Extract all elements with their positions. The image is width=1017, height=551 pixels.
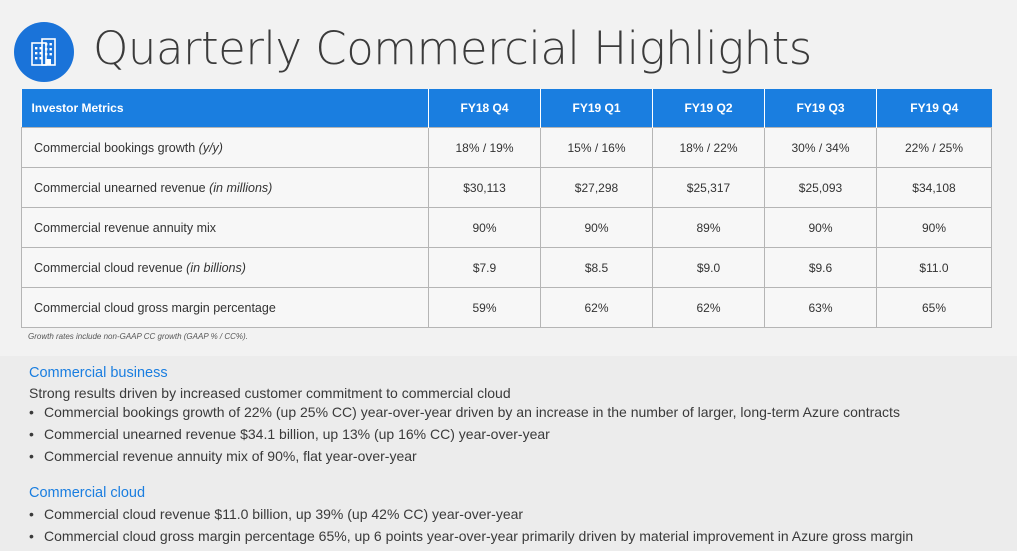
bullet-item: Commercial revenue annuity mix of 90%, f… — [29, 445, 900, 467]
column-header-fy19-q2: FY19 Q2 — [652, 89, 765, 128]
row-label: Commercial cloud revenue (in billions) — [21, 247, 429, 288]
bullet-list: Commercial cloud revenue $11.0 billion, … — [29, 503, 913, 547]
column-header-fy19-q4: FY19 Q4 — [876, 89, 992, 128]
section-heading: Commercial business — [29, 365, 168, 381]
row-label: Commercial unearned revenue (in millions… — [21, 167, 429, 208]
table-cell: 18% / 19% — [428, 127, 541, 168]
footnote: Growth rates include non-GAAP CC growth … — [28, 332, 248, 341]
table-row: Commercial unearned revenue (in millions… — [21, 167, 992, 208]
table-header-row: Investor Metrics FY18 Q4 FY19 Q1 FY19 Q2… — [21, 89, 992, 128]
bullet-item: Commercial unearned revenue $34.1 billio… — [29, 423, 900, 445]
table-cell: 30% / 34% — [764, 127, 877, 168]
table-cell: $8.5 — [540, 247, 653, 288]
row-label-text: Commercial bookings growth — [34, 140, 196, 155]
table-cell: 18% / 22% — [652, 127, 765, 168]
table-cell: 65% — [876, 287, 992, 328]
row-label-text: Commercial cloud gross margin percentage — [34, 300, 276, 315]
row-label-text: Commercial revenue annuity mix — [34, 220, 217, 235]
table-cell: 59% — [428, 287, 541, 328]
row-label-qualifier: (in billions) — [186, 260, 246, 275]
row-label: Commercial cloud gross margin percentage — [21, 287, 429, 328]
table-row: Commercial revenue annuity mix 90% 90% 8… — [21, 207, 992, 248]
column-header-fy18-q4: FY18 Q4 — [428, 89, 541, 128]
column-header-investor-metrics: Investor Metrics — [21, 89, 429, 128]
row-label-qualifier: (in millions) — [209, 180, 273, 195]
row-label: Commercial revenue annuity mix — [21, 207, 429, 248]
table-cell: 90% — [428, 207, 541, 248]
table-cell: $34,108 — [876, 167, 992, 208]
table-cell: 62% — [652, 287, 765, 328]
table-cell: $25,317 — [652, 167, 765, 208]
bullet-item: Commercial cloud revenue $11.0 billion, … — [29, 503, 913, 525]
page-title: Quarterly Commercial Highlights — [93, 22, 812, 75]
row-label: Commercial bookings growth (y/y) — [21, 127, 429, 168]
section-commercial-business: Commercial business Strong results drive… — [29, 365, 900, 467]
table-cell: $30,113 — [428, 167, 541, 208]
table-cell: 90% — [764, 207, 877, 248]
table-cell: $11.0 — [876, 247, 992, 288]
section-heading: Commercial cloud — [29, 485, 146, 501]
table-cell: 90% — [876, 207, 992, 248]
row-label-text: Commercial unearned revenue — [34, 180, 206, 195]
table-row: Commercial cloud gross margin percentage… — [21, 287, 992, 328]
table-cell: $25,093 — [764, 167, 877, 208]
table-cell: 15% / 16% — [540, 127, 653, 168]
investor-metrics-table: Investor Metrics FY18 Q4 FY19 Q1 FY19 Q2… — [21, 89, 992, 328]
row-label-text: Commercial cloud revenue — [34, 260, 183, 275]
office-building-icon — [14, 22, 74, 82]
table-cell: $9.0 — [652, 247, 765, 288]
column-header-fy19-q3: FY19 Q3 — [764, 89, 877, 128]
table-cell: 89% — [652, 207, 765, 248]
bullet-item: Commercial cloud gross margin percentage… — [29, 525, 913, 547]
column-header-fy19-q1: FY19 Q1 — [540, 89, 653, 128]
bullet-item: Commercial bookings growth of 22% (up 25… — [29, 401, 900, 423]
section-subheading: Strong results driven by increased custo… — [29, 385, 511, 401]
table-cell: 63% — [764, 287, 877, 328]
table-cell: $9.6 — [764, 247, 877, 288]
table-cell: 22% / 25% — [876, 127, 992, 168]
section-commercial-cloud: Commercial cloud Commercial cloud revenu… — [29, 485, 913, 547]
table-cell: $27,298 — [540, 167, 653, 208]
table-cell: 62% — [540, 287, 653, 328]
row-label-qualifier: (y/y) — [198, 140, 223, 155]
table-row: Commercial cloud revenue (in billions) $… — [21, 247, 992, 288]
bullet-list: Commercial bookings growth of 22% (up 25… — [29, 401, 900, 467]
table-row: Commercial bookings growth (y/y) 18% / 1… — [21, 127, 992, 168]
table-cell: $7.9 — [428, 247, 541, 288]
table-cell: 90% — [540, 207, 653, 248]
